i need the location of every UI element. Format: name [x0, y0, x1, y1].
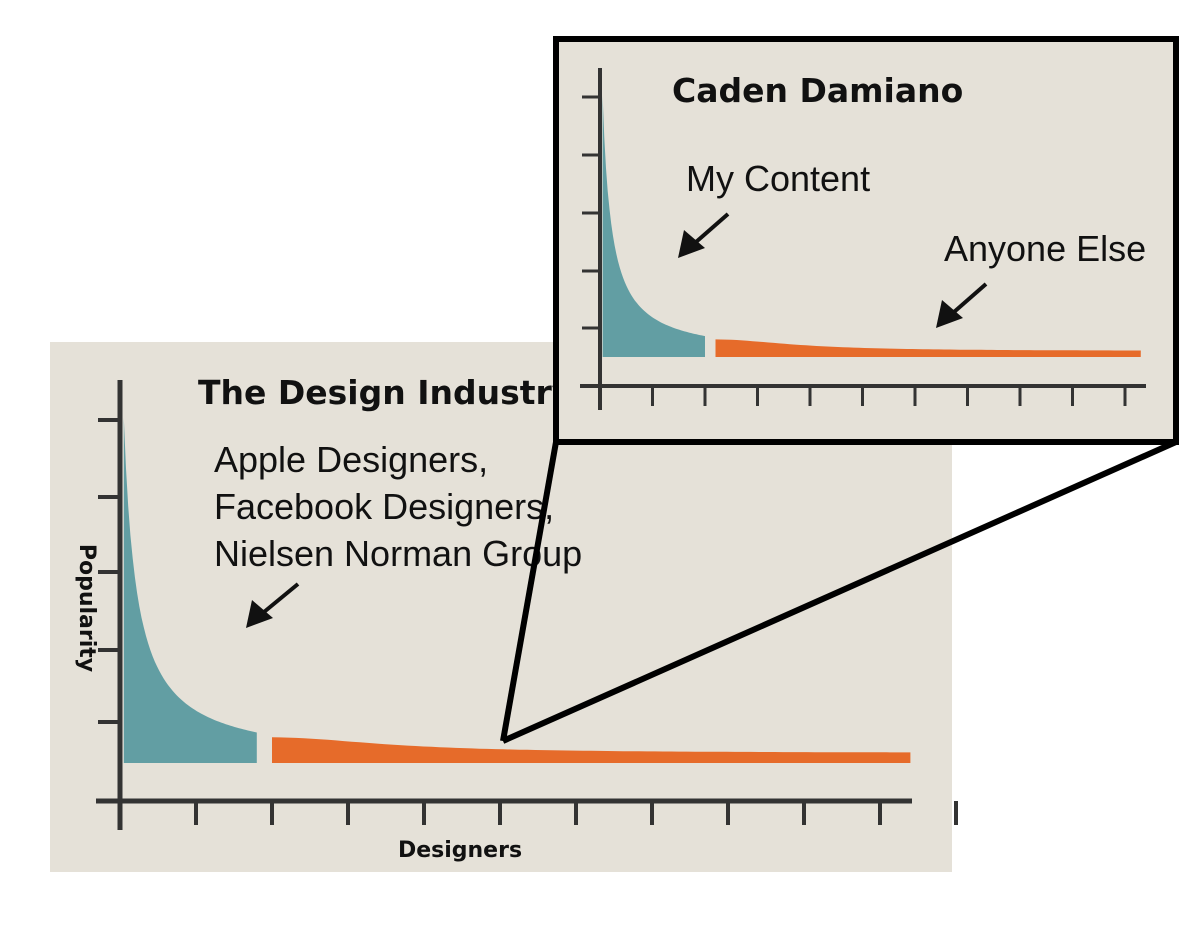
- inset-tail-arrow-icon: [936, 282, 988, 328]
- main-x-axis-label: Designers: [398, 838, 522, 863]
- inset-y-ticks: [582, 95, 600, 330]
- main-y-ticks: [98, 418, 120, 724]
- inset-x-ticks: [598, 386, 1127, 406]
- main-y-axis: [98, 380, 123, 830]
- main-y-axis-label: Popularity: [74, 544, 99, 672]
- inset-tail-label: Anyone Else: [944, 228, 1146, 269]
- main-head-label-line: Nielsen Norman Group: [214, 533, 582, 574]
- main-chart-title: The Design Industry: [198, 373, 573, 412]
- main-head-label-line: Facebook Designers,: [214, 486, 554, 527]
- inset-tail-area: [715, 339, 1141, 357]
- main-arrow-icon: [246, 582, 300, 628]
- zoom-line-right: [501, 439, 1178, 744]
- main-head-area: [123, 418, 257, 763]
- inset-y-axis: [582, 68, 602, 410]
- main-x-ticks: [118, 801, 958, 825]
- main-x-axis: [96, 798, 958, 825]
- inset-chart-title: Caden Damiano: [672, 71, 963, 110]
- inset-head-area: [602, 96, 705, 357]
- main-tail-area: [272, 737, 911, 763]
- zoom-connector: [500, 439, 1178, 744]
- inset-head-label: My Content: [686, 158, 870, 199]
- zoom-line-left: [500, 441, 559, 742]
- inset-x-axis: [580, 384, 1146, 406]
- main-head-label: Apple Designers, Facebook Designers, Nie…: [214, 439, 582, 574]
- main-head-label-line: Apple Designers,: [214, 439, 488, 480]
- caden-damiano-chart: Caden Damiano My Content Anyone Else: [553, 36, 1179, 445]
- caden-damiano-panel: [553, 36, 1179, 445]
- inset-head-arrow-icon: [678, 212, 730, 258]
